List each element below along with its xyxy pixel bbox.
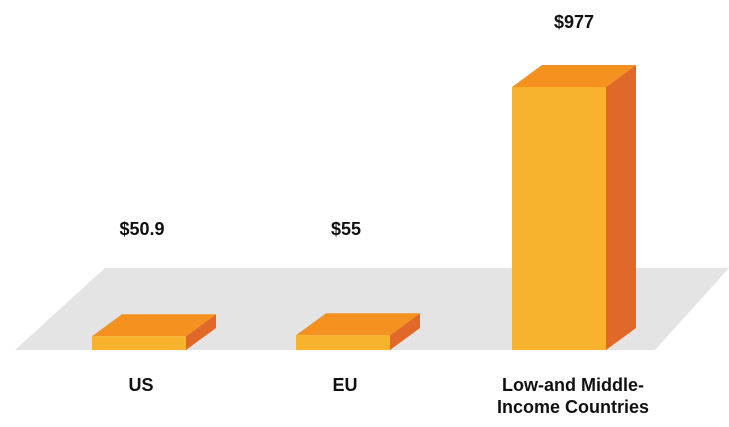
label: $50.9 xyxy=(119,219,165,239)
label: EU xyxy=(332,375,358,395)
bar-top xyxy=(296,313,420,336)
label: $55 xyxy=(330,219,362,239)
bar-front xyxy=(512,87,606,350)
bar-top xyxy=(92,314,216,337)
bar-side xyxy=(606,65,636,350)
bar xyxy=(512,65,636,350)
bar-front xyxy=(296,335,390,350)
bar xyxy=(296,313,420,350)
bar-side xyxy=(390,313,420,350)
bar-side xyxy=(186,314,216,350)
label: US xyxy=(128,375,154,395)
label: Low-and Middle-Income Countries xyxy=(496,375,650,417)
bar-front xyxy=(92,336,186,350)
bar xyxy=(92,314,216,350)
bar-top xyxy=(512,65,636,87)
label: $977 xyxy=(553,12,595,32)
